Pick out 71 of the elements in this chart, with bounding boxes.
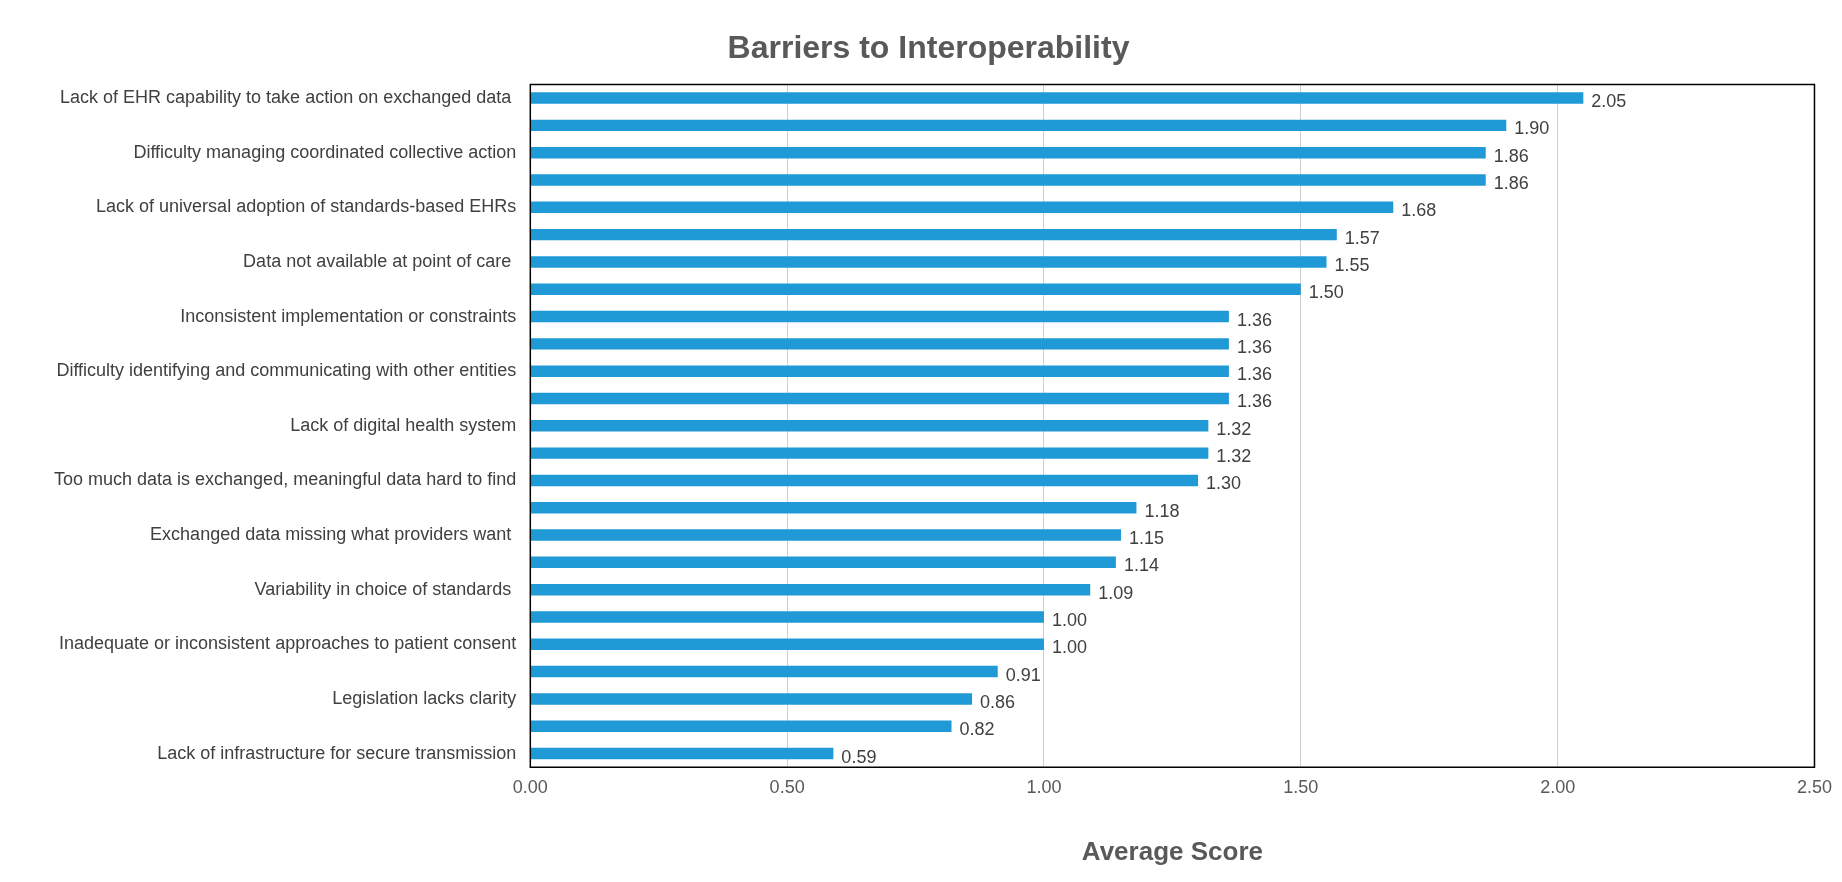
bar [530, 310, 1229, 323]
x-axis-title: Average Score [1081, 835, 1263, 866]
y-tick-label: Difficulty managing coordinated collective action [133, 141, 517, 162]
y-tick-label: Too much data is exchanged, meaningful data hard to find [53, 469, 517, 490]
y-tick-label: Lack of digital health system [290, 414, 517, 435]
bar [530, 556, 1116, 569]
bar [530, 256, 1327, 268]
data-label: 1.36 [1236, 336, 1272, 357]
y-tick-label: Inconsistent implementation or constraints [180, 305, 517, 326]
bar [530, 638, 1044, 651]
data-label: 1.68 [1401, 200, 1437, 221]
bar [530, 283, 1301, 295]
bar [530, 338, 1229, 350]
data-label: 1.15 [1129, 528, 1165, 549]
bar [530, 146, 1486, 159]
data-label: 1.86 [1493, 145, 1529, 166]
y-tick-label: Lack of universal adoption of standards-based EHRs [96, 196, 517, 217]
data-label: 1.09 [1098, 582, 1134, 603]
bar [530, 583, 1091, 596]
data-label: 0.91 [1005, 664, 1041, 685]
data-label: 1.55 [1334, 254, 1370, 275]
bar [530, 693, 973, 705]
data-label: 1.18 [1144, 500, 1180, 521]
data-label: 0.82 [959, 719, 995, 740]
bar [530, 747, 834, 760]
y-tick-label: Variability in choice of standards [254, 578, 517, 599]
data-label: 0.59 [841, 746, 877, 767]
bar [530, 174, 1486, 186]
x-tick-label: 2.00 [1540, 776, 1576, 797]
bar [530, 119, 1507, 132]
data-label: 1.32 [1216, 446, 1252, 467]
bar [530, 92, 1584, 104]
bar [530, 720, 952, 732]
bar [530, 392, 1229, 405]
bar [530, 201, 1394, 214]
bar [530, 611, 1044, 623]
y-tick-label: Difficulty identifying and communicating with other entities [56, 360, 517, 381]
y-tick-label: Data not available at point of care [243, 250, 517, 271]
bar [530, 665, 998, 678]
bar [530, 420, 1209, 432]
bar [530, 228, 1337, 241]
data-label: 1.50 [1308, 282, 1344, 303]
data-label: 1.36 [1236, 364, 1272, 385]
data-label: 1.00 [1051, 609, 1088, 630]
chart-title: Barriers to Interoperability [727, 29, 1130, 66]
data-label: 1.32 [1216, 418, 1252, 439]
data-label: 1.00 [1051, 637, 1088, 658]
data-label: 1.36 [1236, 309, 1272, 330]
data-label: 1.57 [1344, 227, 1380, 248]
bar [530, 502, 1137, 514]
bar [530, 365, 1229, 377]
x-tick-label: 0.00 [512, 776, 548, 797]
y-tick-label: Exchanged data missing what providers want [150, 524, 517, 545]
bar [530, 447, 1209, 459]
x-tick-label: 1.50 [1283, 776, 1319, 797]
y-tick-label: Lack of EHR capability to take action on exchanged data [60, 87, 517, 108]
data-label: 1.86 [1493, 172, 1529, 193]
data-label: 1.36 [1236, 391, 1272, 412]
data-label: 1.14 [1123, 555, 1159, 576]
y-tick-label: Inadequate or inconsistent approaches to patient consent [58, 633, 517, 654]
bar [530, 529, 1122, 541]
y-tick-label: Legislation lacks clarity [332, 687, 517, 708]
x-tick-label: 2.50 [1796, 776, 1833, 797]
x-tick-label: 1.00 [1026, 776, 1062, 797]
data-label: 2.05 [1591, 91, 1627, 112]
x-tick-label: 0.50 [769, 776, 805, 797]
y-tick-label: Lack of infrastructure for secure transmission [157, 742, 517, 763]
data-label: 1.30 [1206, 473, 1242, 494]
data-label: 0.86 [980, 691, 1016, 712]
bar [530, 474, 1199, 487]
data-label: 1.90 [1514, 118, 1550, 139]
